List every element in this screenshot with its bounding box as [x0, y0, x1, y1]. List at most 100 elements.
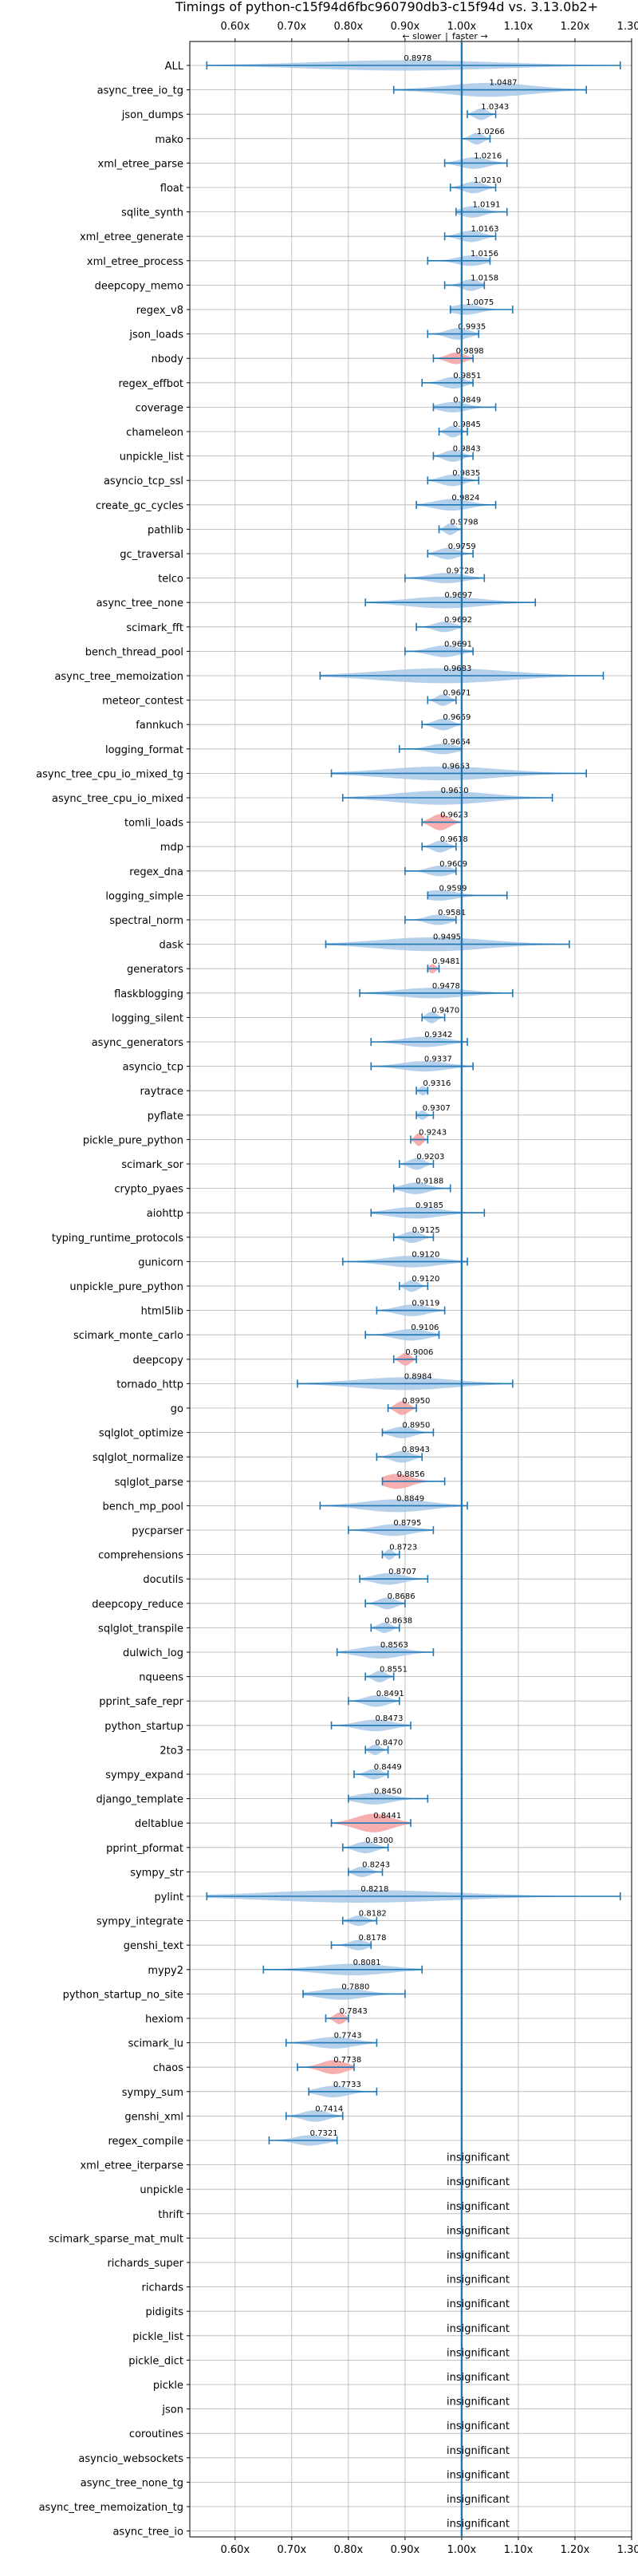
violin-deepcopy — [392, 1352, 417, 1366]
violin-async-tree-cpu-io-mixed-tg — [330, 766, 587, 781]
violin-bench-mp-pool — [319, 1499, 468, 1513]
benchmark-label: meteor_contest — [102, 696, 183, 708]
value-label: 0.9691 — [444, 640, 472, 649]
value-label: 0.9203 — [416, 1153, 444, 1162]
benchmark-label: genshi_xml — [124, 2111, 183, 2123]
violin-raytrace — [415, 1086, 429, 1095]
value-label: 0.8686 — [388, 1592, 415, 1601]
benchmark-label: sqlglot_transpile — [98, 1623, 183, 1635]
value-label: 1.0075 — [466, 298, 494, 307]
benchmark-label: sqlglot_optimize — [99, 1428, 183, 1440]
benchmark-label: aiohttp — [147, 1208, 183, 1220]
value-label: 0.8856 — [397, 1470, 425, 1479]
value-label: 0.9478 — [432, 982, 460, 991]
benchmark-label: comprehensions — [98, 1550, 183, 1562]
benchmark-label: generators — [127, 964, 183, 976]
violin-logging-silent — [421, 1012, 446, 1024]
value-label: 0.7414 — [315, 2105, 343, 2113]
violin-json-dumps — [467, 108, 497, 120]
violin-scimark-sor — [398, 1158, 435, 1170]
violin-genshi-text — [330, 1939, 372, 1951]
violin-python-startup — [330, 1719, 412, 1732]
x-tick-label-top: 1.10x — [504, 21, 534, 33]
benchmark-label: typing_runtime_protocols — [52, 1233, 183, 1245]
benchmark-label: xml_etree_generate — [80, 231, 183, 243]
benchmark-label: richards_super — [107, 2258, 183, 2270]
violin-gc-traversal — [427, 547, 474, 560]
benchmark-label: go — [171, 1403, 183, 1415]
benchmark-label: scimark_monte_carlo — [73, 1330, 183, 1342]
violin-pprint-pformat — [341, 1841, 389, 1854]
benchmark-label: dask — [159, 940, 183, 952]
x-tick-label-top: 0.90x — [391, 21, 420, 33]
violin-html5lib — [376, 1304, 446, 1316]
value-label: 0.8178 — [359, 1934, 387, 1943]
value-label: 0.9307 — [423, 1104, 451, 1113]
value-label: 0.8243 — [362, 1860, 390, 1869]
value-label: 0.8978 — [404, 54, 431, 63]
violin-create-gc-cycles — [415, 499, 497, 511]
value-label: 0.9618 — [440, 835, 468, 844]
value-label: 1.0163 — [471, 225, 499, 234]
insignificant-label: insignificant — [447, 2372, 510, 2384]
x-tick-label-bottom: 1.30x — [617, 2544, 638, 2556]
value-label: 0.9120 — [412, 1250, 439, 1259]
value-label: 1.0156 — [471, 250, 498, 258]
x-tick-label-top: 0.60x — [221, 21, 250, 33]
value-label: 0.8182 — [359, 1910, 387, 1919]
benchmark-label: pickle_pure_python — [83, 1134, 183, 1146]
benchmark-label: json — [161, 2404, 183, 2416]
value-label: 0.9006 — [405, 1348, 433, 1357]
violin-pprint-safe-repr — [348, 1694, 400, 1707]
x-tick-label-top: 1.00x — [447, 21, 477, 33]
violin-pycparser — [348, 1524, 435, 1537]
benchmark-label: regex_effbot — [118, 378, 183, 390]
violin-scimark-lu — [285, 2037, 378, 2049]
benchmark-label: chaos — [153, 2062, 183, 2074]
benchmark-label: genshi_text — [124, 1940, 183, 1952]
violin-dulwich-log — [336, 1646, 435, 1659]
benchmark-label: logging_format — [105, 744, 183, 756]
benchmark-label: async_tree_io_tg — [97, 85, 183, 97]
benchmark-label: deltablue — [135, 1818, 183, 1830]
x-tick-label-bottom: 0.60x — [221, 2544, 250, 2556]
violin-sympy-expand — [353, 1769, 389, 1780]
benchmark-label: tomli_loads — [124, 818, 183, 830]
violin-sqlglot-transpile — [370, 1622, 400, 1633]
value-label: 0.8723 — [389, 1544, 417, 1552]
violin-unpickle-list — [432, 450, 474, 462]
benchmark-label: chameleon — [126, 427, 183, 439]
benchmark-label: scimark_fft — [126, 622, 183, 634]
violin-async-tree-cpu-io-mixed — [341, 791, 553, 805]
value-label: 0.7738 — [333, 2056, 361, 2065]
x-tick-label-top: 1.30x — [617, 21, 638, 33]
x-tick-label-top: 1.20x — [561, 21, 590, 33]
value-label: 0.8950 — [402, 1397, 430, 1406]
benchmark-label: deepcopy — [132, 1355, 183, 1367]
value-label: 0.8795 — [393, 1519, 421, 1528]
benchmark-label: async_generators — [92, 1037, 184, 1049]
benchmark-label: ALL — [165, 61, 184, 73]
benchmark-label: pylint — [154, 1892, 183, 1903]
x-tick-label-top: 0.80x — [334, 21, 364, 33]
benchmark-label: coverage — [136, 402, 183, 414]
value-label: 0.8950 — [402, 1422, 430, 1430]
benchmark-label: async_tree_cpu_io_mixed — [52, 793, 183, 805]
value-label: 1.0487 — [490, 79, 518, 88]
violin-mdp — [421, 840, 457, 853]
value-label: 0.7880 — [341, 1982, 369, 1991]
value-label: 0.7743 — [334, 2032, 362, 2041]
violin-deepcopy-memo — [443, 279, 486, 291]
benchmark-label: sympy_expand — [105, 1769, 183, 1781]
value-label: 0.9470 — [431, 1006, 459, 1015]
benchmark-label: pidigits — [146, 2306, 184, 2318]
x-tick-label-bottom: 1.00x — [447, 2544, 477, 2556]
benchmark-label: unpickle — [140, 2184, 183, 2196]
x-tick-label-bottom: 1.20x — [561, 2544, 590, 2556]
violin-regex-dna — [404, 866, 457, 877]
value-label: 0.9609 — [439, 860, 467, 869]
value-label: 0.9683 — [443, 665, 471, 673]
benchmark-label: mako — [155, 134, 183, 146]
